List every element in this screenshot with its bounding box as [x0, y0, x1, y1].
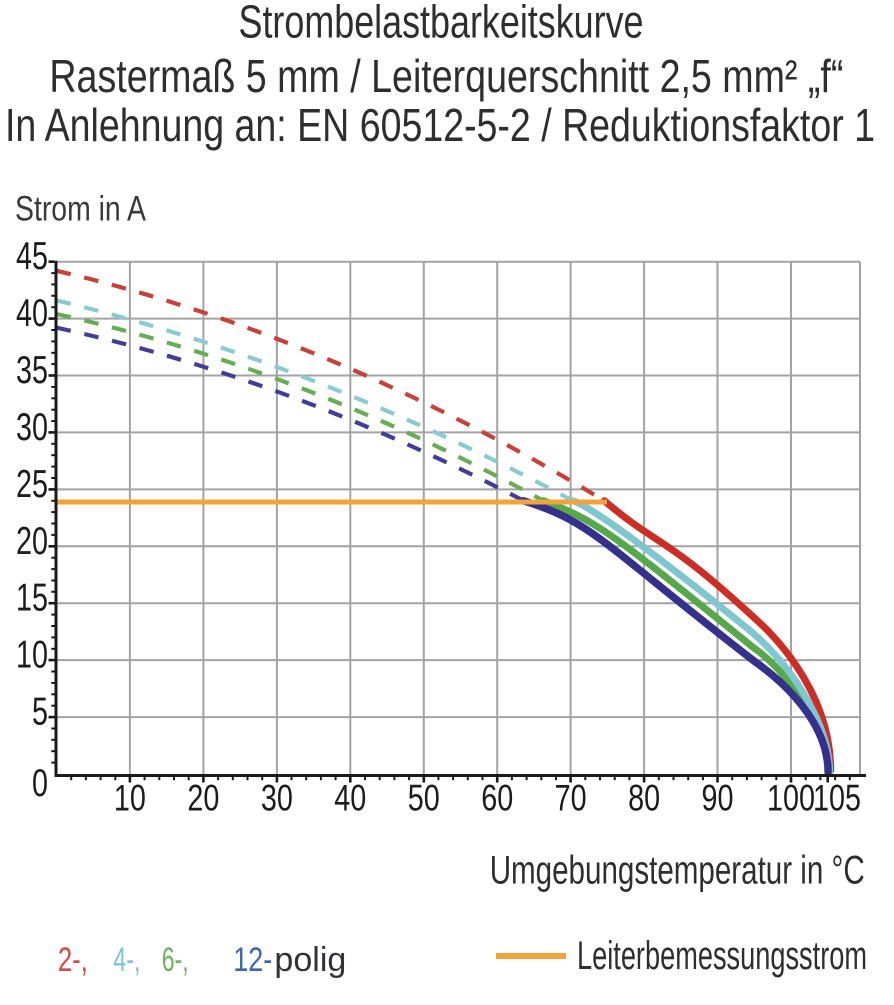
- svg-text:2-,: 2-,: [58, 941, 88, 979]
- svg-text:20: 20: [16, 520, 48, 563]
- svg-text:25: 25: [16, 463, 48, 506]
- svg-text:Leiterbemessungsstrom: Leiterbemessungsstrom: [577, 934, 867, 978]
- svg-text:In Anlehnung an: EN 60512-5-2: In Anlehnung an: EN 60512-5-2 / Reduktio…: [5, 99, 875, 151]
- svg-text:80: 80: [628, 776, 660, 818]
- svg-text:6-,: 6-,: [162, 941, 189, 979]
- svg-text:Rastermaß 5 mm / Leiterquersch: Rastermaß 5 mm / Leiterquerschnitt 2,5 m…: [49, 50, 843, 102]
- svg-text:105: 105: [813, 776, 861, 818]
- svg-text:Strombelastbarkeitskurve: Strombelastbarkeitskurve: [239, 0, 644, 48]
- svg-text:90: 90: [702, 776, 734, 818]
- svg-text:10: 10: [16, 634, 48, 677]
- svg-text:40: 40: [334, 776, 366, 818]
- svg-text:50: 50: [408, 776, 440, 818]
- svg-text:60: 60: [481, 776, 513, 818]
- svg-text:20: 20: [187, 776, 219, 818]
- svg-text:12-: 12-: [233, 941, 272, 979]
- svg-text:100: 100: [767, 776, 815, 818]
- svg-text:5: 5: [32, 691, 48, 734]
- svg-text:30: 30: [261, 776, 293, 818]
- svg-text:30: 30: [16, 406, 48, 449]
- svg-text:polig: polig: [274, 941, 346, 979]
- svg-text:35: 35: [16, 349, 48, 392]
- svg-text:Strom in A: Strom in A: [15, 190, 147, 229]
- svg-text:70: 70: [555, 776, 587, 818]
- svg-text:15: 15: [16, 577, 48, 620]
- svg-text:0: 0: [32, 762, 48, 805]
- svg-text:4-,: 4-,: [113, 941, 140, 979]
- svg-text:10: 10: [114, 776, 146, 818]
- svg-text:40: 40: [16, 292, 48, 335]
- svg-text:45: 45: [16, 235, 48, 278]
- svg-text:Umgebungstemperatur in °C: Umgebungstemperatur in °C: [490, 849, 865, 893]
